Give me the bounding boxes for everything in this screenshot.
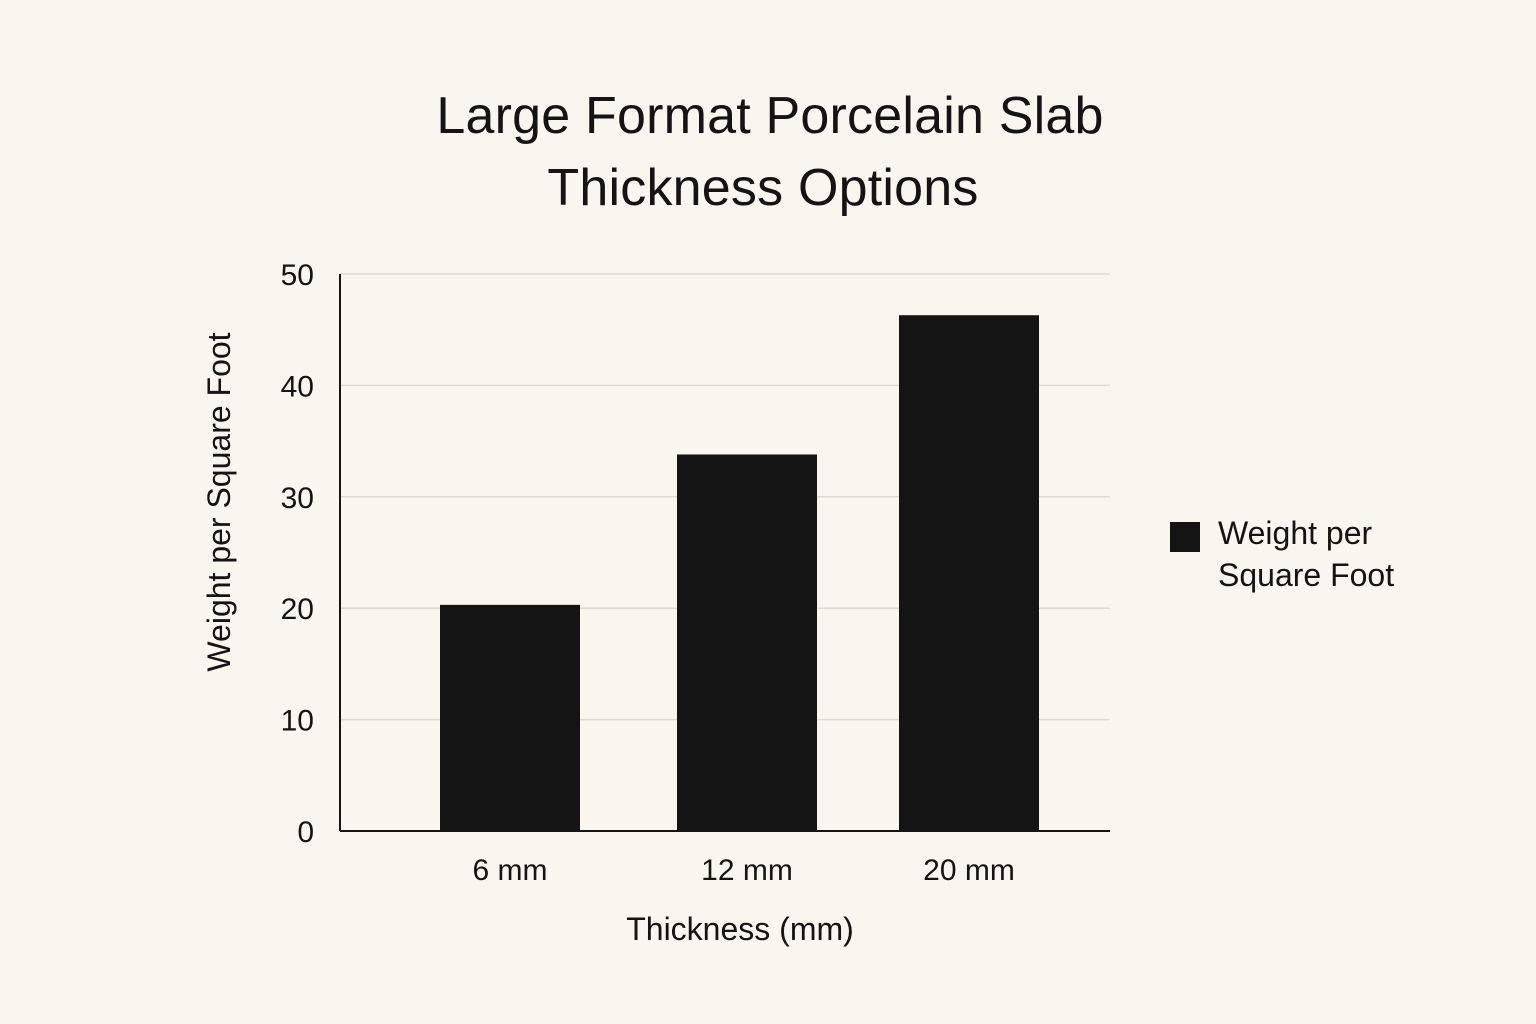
- y-tick-label-20: 20: [281, 593, 314, 626]
- x-tick-label-12-mm: 12 mm: [701, 854, 793, 887]
- legend-swatch: [1170, 522, 1200, 552]
- legend: Weight per Square Foot: [1170, 512, 1428, 596]
- y-tick-label-30: 30: [281, 482, 314, 515]
- y-tick-label-40: 40: [281, 370, 314, 403]
- axes: [339, 274, 1110, 832]
- tick-labels: 0 10 20 30 40 50 6 mm 12 mm 20 mm: [281, 259, 1015, 887]
- bar-20-mm: [899, 315, 1039, 831]
- y-tick-label-50: 50: [281, 259, 314, 292]
- bars: [440, 315, 1039, 831]
- chart-title-line-2: Thickness Options: [547, 159, 979, 217]
- x-tick-label-20-mm: 20 mm: [923, 854, 1015, 887]
- chart-title-line-1: Large Format Porcelain Slab: [436, 87, 1104, 145]
- y-tick-label-0: 0: [297, 816, 314, 849]
- x-axis-title: Thickness (mm): [626, 911, 854, 947]
- bar-12-mm: [677, 454, 817, 831]
- y-axis-title: Weight per Square Foot: [201, 332, 237, 671]
- y-tick-label-10: 10: [281, 705, 314, 738]
- bar-6-mm: [440, 604, 580, 831]
- x-tick-label-6-mm: 6 mm: [473, 854, 548, 887]
- legend-label: Weight per Square Foot: [1218, 515, 1395, 593]
- chart-title: Large Format Porcelain Slab Thickness Op…: [0, 80, 1536, 224]
